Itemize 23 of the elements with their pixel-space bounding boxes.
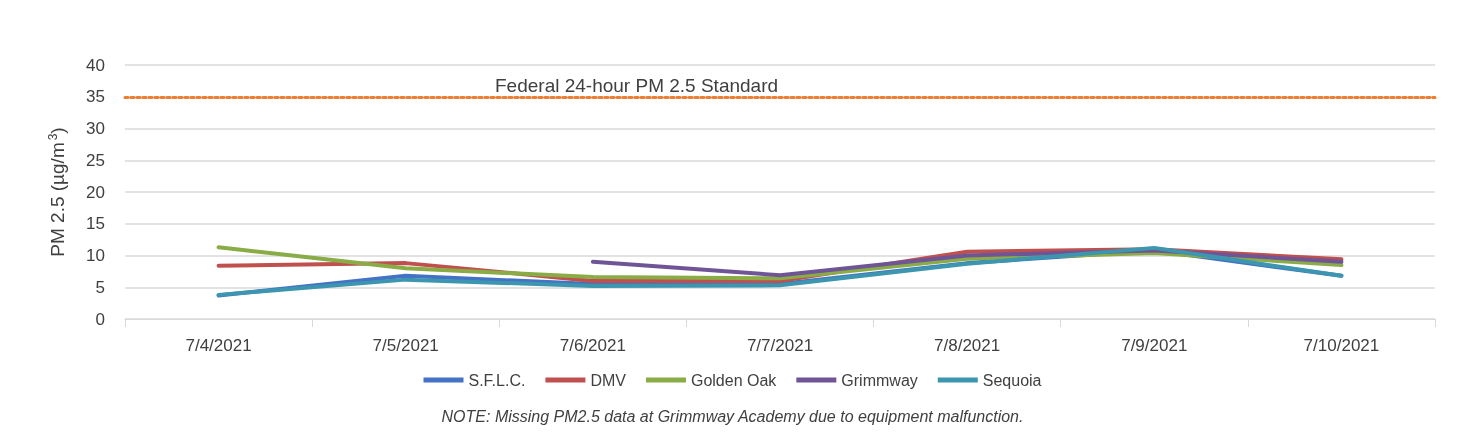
y-tick-label: 30 [86,119,105,138]
ref-line-label: Federal 24-hour PM 2.5 Standard [495,74,779,96]
x-tick-label: 7/6/2021 [559,336,626,355]
y-tick-label: 35 [86,87,105,107]
legend-label: S.F.L.C. [468,371,526,389]
legend-label: DMV [590,371,627,389]
legend-label: Sequoia [982,371,1042,389]
x-tick-label: 7/8/2021 [934,336,1001,355]
legend-label: Golden Oak [690,371,778,389]
x-tick-label: 7/9/2021 [1121,336,1188,355]
x-tick-label: 7/10/2021 [1303,336,1380,355]
text: NOTE: Missing PM2.5 data at Grimmway Academy due to equipment malfunction. [441,407,1024,425]
x-tick-label: 7/5/2021 [372,336,439,355]
x-tick-label: 7/4/2021 [185,336,252,355]
y-tick-label: 25 [86,150,105,170]
y-tick-label: 10 [86,246,105,265]
y-tick-label: 0 [95,309,105,329]
y-tick-label: 5 [95,277,105,297]
y-tick-label: 40 [86,55,105,75]
y-tick-label: 15 [86,214,105,234]
y-tick-label: 20 [86,182,105,202]
legend-label: Grimmway [841,371,918,389]
x-tick-label: 7/7/2021 [746,336,814,355]
